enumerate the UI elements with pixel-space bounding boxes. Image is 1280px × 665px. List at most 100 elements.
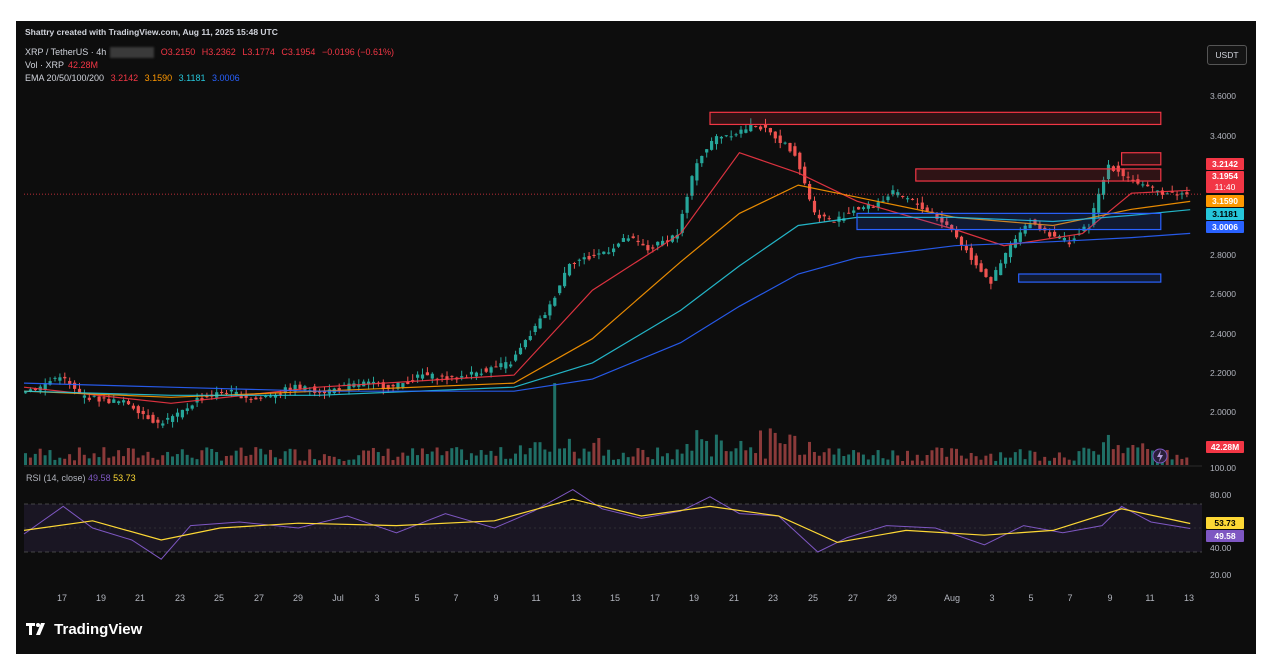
candle-body xyxy=(979,263,983,272)
volume-bar xyxy=(979,459,983,465)
candle-body xyxy=(347,383,351,390)
volume-bar xyxy=(587,451,591,465)
volume-bar xyxy=(817,455,821,465)
volume-bar xyxy=(53,459,57,465)
y-tick-2400: 2.4000 xyxy=(1210,329,1236,339)
candle-body xyxy=(563,272,567,287)
support-zone xyxy=(856,212,1162,231)
candle-body xyxy=(28,389,33,392)
candle-body xyxy=(705,149,709,153)
volume-bar xyxy=(1028,450,1032,465)
volume-bar xyxy=(710,456,713,465)
volume-bar xyxy=(38,448,42,465)
volume-bar xyxy=(729,451,733,465)
candle-body xyxy=(278,393,282,395)
volume-bar xyxy=(58,457,62,465)
volume-bar xyxy=(602,455,606,465)
volume-bar xyxy=(313,458,317,465)
candle-body xyxy=(484,368,488,372)
candle-body xyxy=(714,136,719,145)
candle-body xyxy=(229,389,233,392)
candle-body xyxy=(631,236,635,239)
volume-line[interactable]: Vol · XRP 42.28M xyxy=(25,60,102,71)
symbol-pair[interactable]: XRP / TetherUS · 4h xyxy=(25,47,107,57)
volume-bar xyxy=(1087,448,1091,465)
candle-body xyxy=(768,127,772,133)
candle-body xyxy=(386,384,390,390)
currency-button[interactable]: USDT xyxy=(1207,45,1247,65)
x-tick: 29 xyxy=(886,593,898,603)
candle-body xyxy=(249,399,253,401)
candle-body xyxy=(817,214,821,219)
volume-bar xyxy=(117,450,121,465)
volume-bar xyxy=(455,447,459,465)
volume-bar xyxy=(381,455,385,465)
candle-body xyxy=(837,216,841,222)
candle-body xyxy=(33,388,37,391)
tradingview-logo[interactable]: TradingView xyxy=(26,621,142,638)
volume-bar xyxy=(200,450,204,465)
volume-bar xyxy=(391,460,395,465)
volume-bar xyxy=(430,451,434,465)
volume-bar xyxy=(744,450,748,465)
candle-body xyxy=(97,396,101,402)
ema20-tag: 3.2142 xyxy=(1206,158,1244,170)
volume-bar xyxy=(337,459,341,465)
lightning-glyph xyxy=(1157,450,1163,462)
x-tick: 9 xyxy=(493,593,499,603)
volume-bar xyxy=(371,447,375,465)
candle-body xyxy=(136,406,140,414)
ema-line[interactable]: EMA 20/50/100/200 3.2142 3.1590 3.1181 3… xyxy=(25,73,244,84)
candle-body xyxy=(661,240,665,246)
y-tick-2200: 2.2000 xyxy=(1210,368,1236,378)
ohlc-close: C3.1954 xyxy=(281,47,316,57)
candle-body xyxy=(273,394,278,398)
volume-bar xyxy=(548,451,552,465)
volume-bar xyxy=(714,434,718,465)
rsi-legend[interactable]: RSI (14, close) 49.58 53.73 xyxy=(26,473,136,483)
volume-bar xyxy=(700,439,704,465)
volume-bar xyxy=(411,448,415,465)
volume-bar xyxy=(1102,442,1105,465)
x-tick: 19 xyxy=(688,593,700,603)
volume-bar xyxy=(705,440,709,465)
volume-bar xyxy=(940,447,944,465)
volume-bar xyxy=(1136,447,1140,465)
volume-bar xyxy=(215,452,219,465)
volume-bar xyxy=(63,458,67,465)
candle-body xyxy=(906,198,910,200)
candle-body xyxy=(665,240,670,242)
volume-bar xyxy=(28,457,32,465)
volume-bar xyxy=(190,457,194,465)
candle-body xyxy=(543,314,547,319)
x-tick: 13 xyxy=(570,593,582,603)
volume-bar xyxy=(572,451,576,465)
candle-body xyxy=(729,136,733,138)
volume-bar xyxy=(1077,451,1081,465)
symbol-line: XRP / TetherUS · 4h O3.2150 H3.2362 L3.1… xyxy=(25,47,398,59)
candle-body xyxy=(122,400,126,403)
candle-body xyxy=(180,409,184,418)
x-tick: 5 xyxy=(1028,593,1034,603)
candle-body xyxy=(381,382,385,389)
volume-bar xyxy=(925,454,929,465)
candle-body xyxy=(950,224,954,230)
candle-body xyxy=(695,163,699,181)
volume-bar xyxy=(886,459,890,465)
volume-bar xyxy=(175,454,179,465)
brand-name: TradingView xyxy=(54,621,143,638)
candle-body xyxy=(607,252,611,254)
volume-bar xyxy=(185,454,189,465)
volume-bar xyxy=(857,452,860,465)
candle-body xyxy=(514,354,518,361)
candle-body xyxy=(734,134,738,136)
rsi-ma-tag: 53.73 xyxy=(1206,517,1244,529)
candle-body xyxy=(719,136,723,139)
volume-bar xyxy=(469,453,473,465)
x-tick: 27 xyxy=(253,593,265,603)
candle-body xyxy=(1185,192,1189,195)
candle-body xyxy=(58,377,62,381)
candle-body xyxy=(651,247,655,249)
volume-bar xyxy=(146,451,150,465)
